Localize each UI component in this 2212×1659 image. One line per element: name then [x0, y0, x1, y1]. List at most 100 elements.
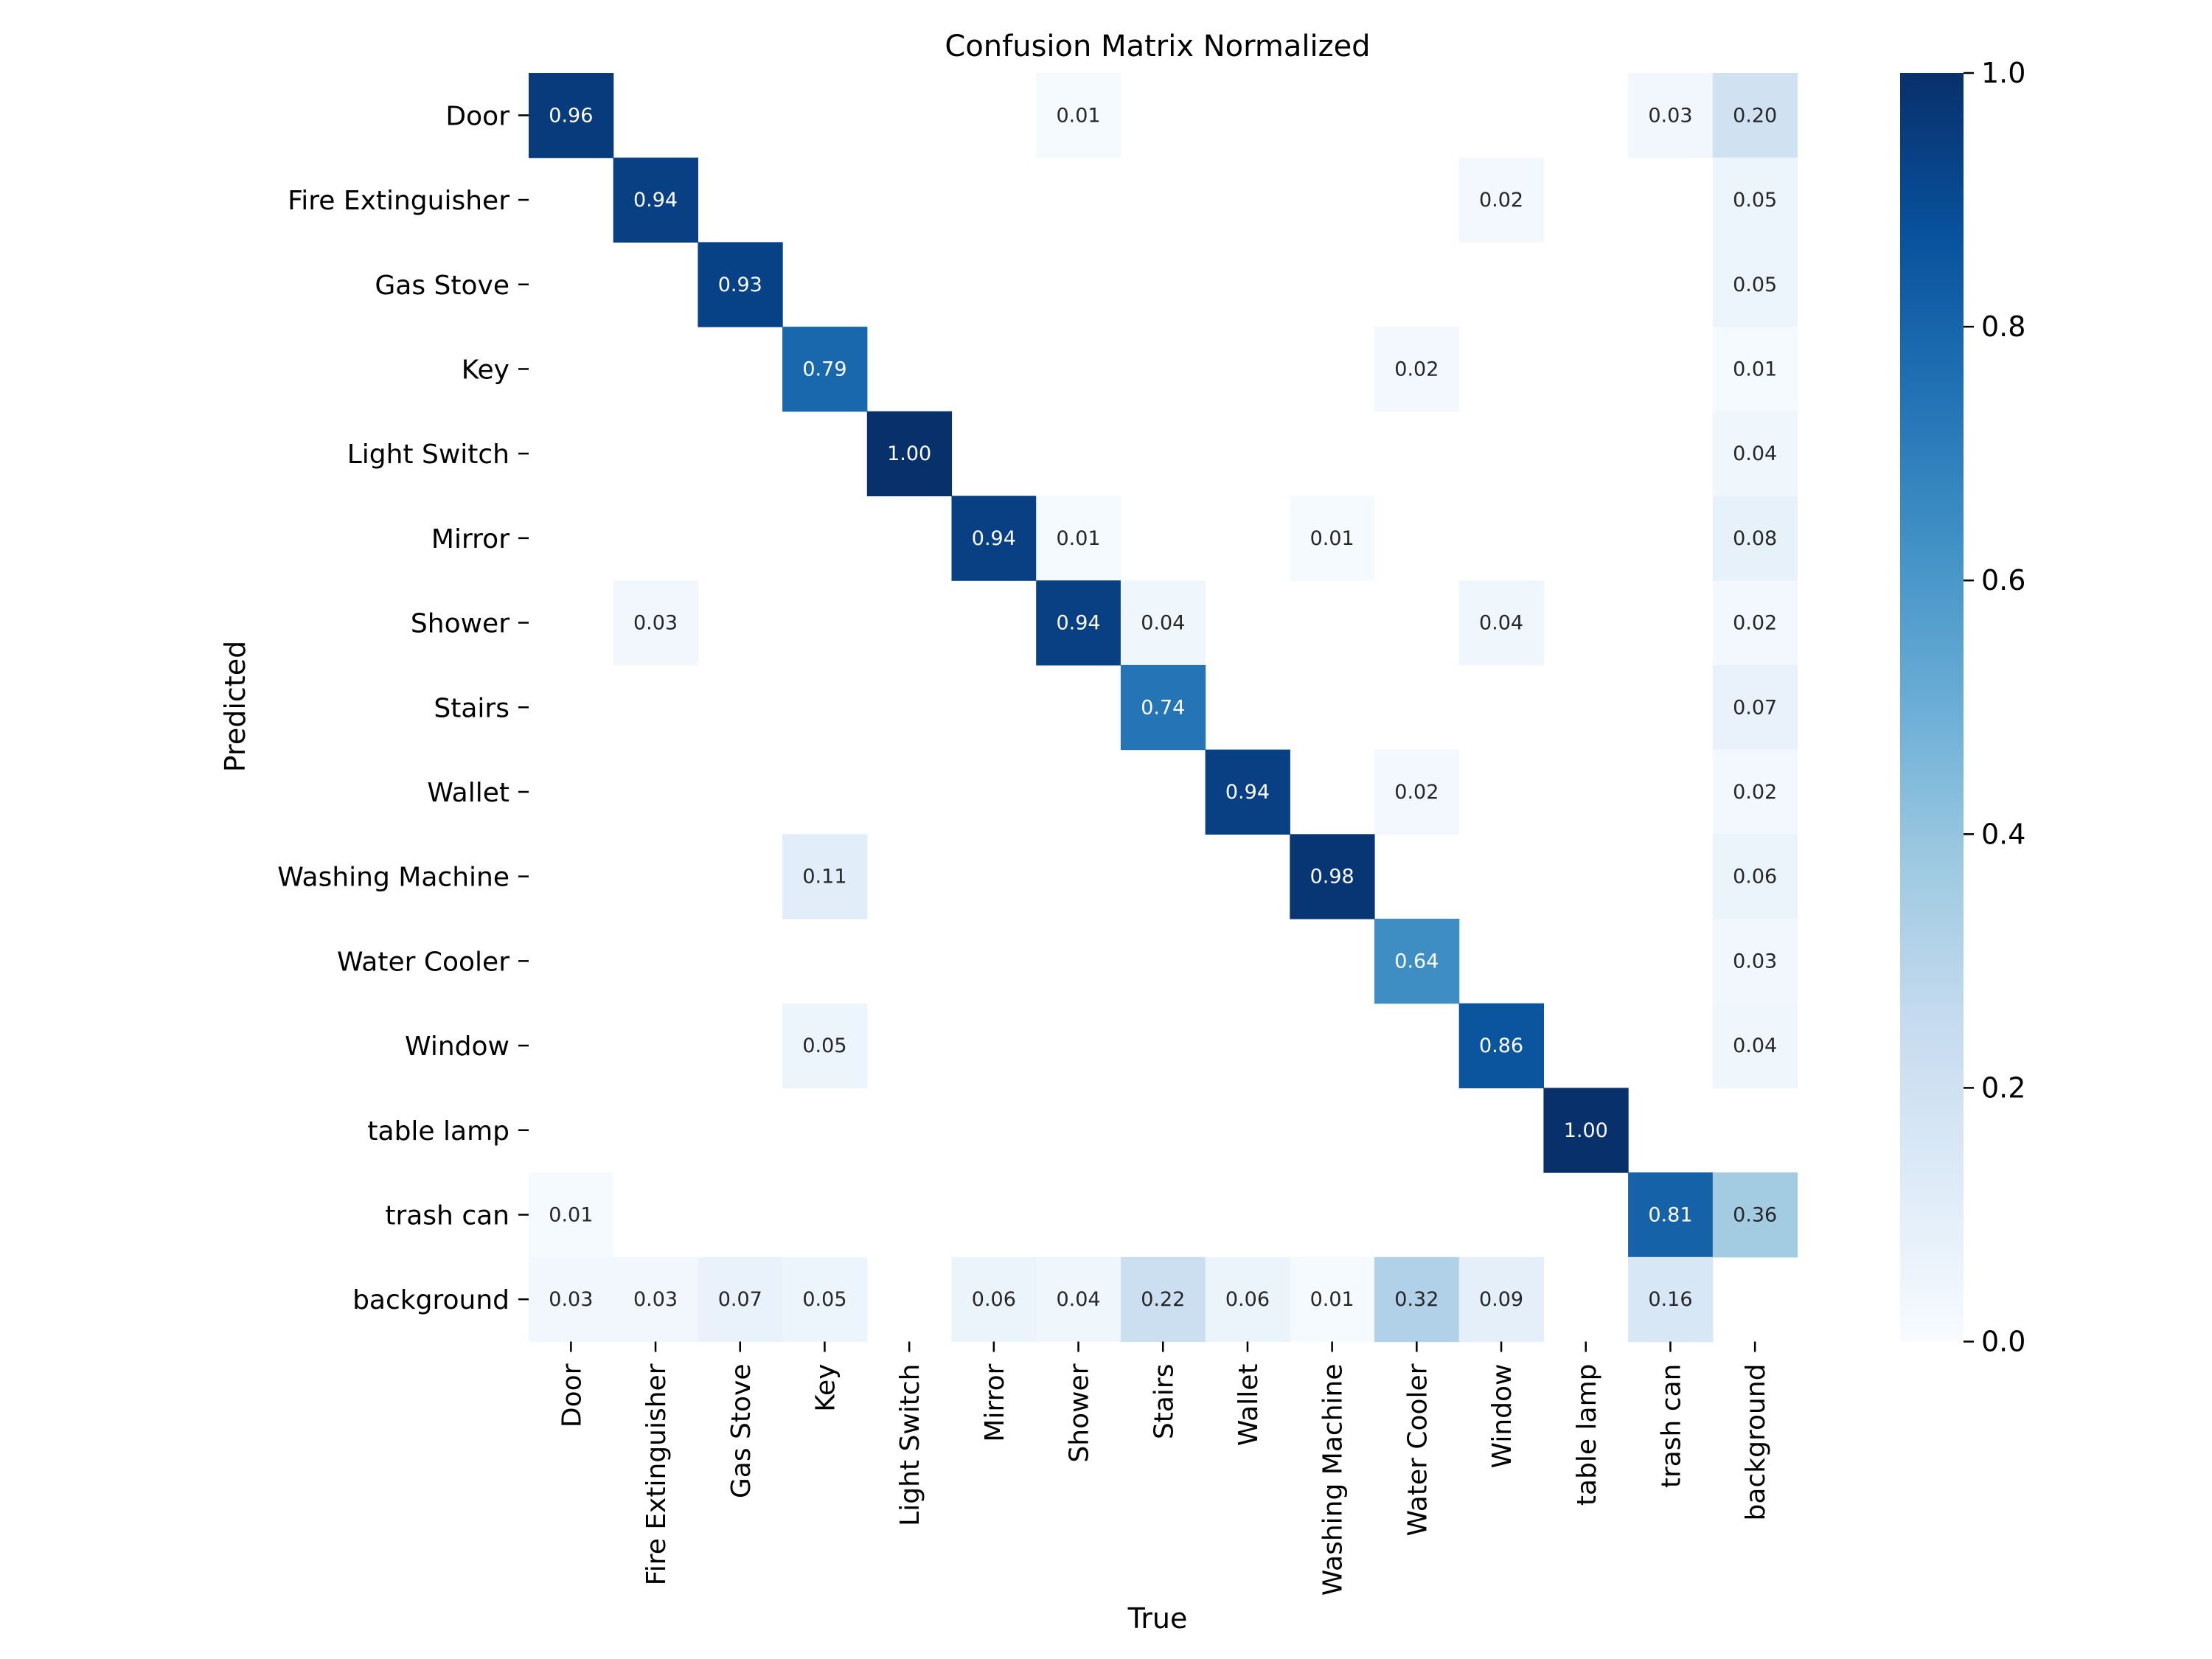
y-tick-label: Water Cooler	[337, 947, 509, 977]
cell-value-label: 0.04	[1141, 612, 1185, 635]
heatmap-cell	[1205, 749, 1290, 835]
heatmap-cell	[1712, 242, 1798, 327]
heatmap-cell	[698, 242, 783, 327]
cell-value-label: 0.01	[1310, 1288, 1354, 1311]
cell-value-label: 0.08	[1733, 527, 1777, 550]
cell-value-label: 0.05	[1733, 189, 1777, 212]
heatmap-cells: 0.96 0.01 0.03 0.20 0.94 0.02 0.05 0.93 0.05 0.79…	[529, 73, 1798, 1343]
cell-value-label: 0.02	[1394, 781, 1439, 804]
y-tick-label: Door	[445, 101, 509, 131]
cell-value-label: 0.74	[1141, 696, 1185, 719]
colorbar-gradient	[1900, 73, 1964, 1342]
cell-value-label: 0.96	[549, 104, 593, 127]
cell-value-label: 0.86	[1479, 1034, 1523, 1057]
heatmap-cell	[951, 1256, 1037, 1343]
heatmap-cell	[1712, 919, 1798, 1004]
heatmap-cell	[1036, 1256, 1121, 1343]
cell-value-label: 0.02	[1479, 189, 1523, 212]
cell-value-label: 0.04	[1733, 442, 1777, 465]
x-tick-label: Water Cooler	[1402, 1363, 1433, 1536]
cell-value-label: 0.03	[633, 612, 678, 635]
heatmap-cell	[866, 411, 953, 497]
y-tick-label: Washing Machine	[277, 863, 509, 893]
cell-value-label: 0.20	[1733, 104, 1777, 127]
x-tick-label: table lamp	[1572, 1364, 1602, 1506]
heatmap-cell	[1458, 580, 1544, 666]
heatmap-cell	[698, 1256, 783, 1343]
heatmap-cell	[1712, 1003, 1798, 1088]
x-tick-label: Door	[557, 1363, 587, 1427]
heatmap-cell	[1628, 1172, 1714, 1258]
y-tick-label: Gas Stove	[375, 271, 509, 301]
cell-value-label: 0.02	[1733, 612, 1777, 635]
heatmap-cell	[1374, 1256, 1460, 1343]
heatmap-cell	[529, 1172, 614, 1258]
cell-value-label: 0.07	[1733, 696, 1777, 719]
heatmap-cell	[1712, 580, 1798, 666]
cell-value-label: 0.05	[1733, 274, 1777, 296]
colorbar-tick-label: 0.6	[1981, 564, 2025, 597]
cell-value-label: 0.06	[972, 1288, 1016, 1311]
colorbar-tick-label: 1.0	[1981, 57, 2025, 89]
y-tick-label: background	[352, 1285, 509, 1315]
cell-value-label: 0.03	[1648, 104, 1692, 127]
x-tick-label: trash can	[1656, 1364, 1686, 1489]
colorbar-tick-label: 0.4	[1981, 818, 2025, 850]
y-tick-label: Key	[462, 355, 509, 385]
heatmap-cell	[1712, 411, 1798, 497]
cell-value-label: 0.05	[802, 1288, 846, 1311]
y-tick-label: trash can	[385, 1200, 509, 1231]
x-tick-label: Shower	[1065, 1363, 1095, 1462]
y-tick-label: Light Switch	[347, 439, 509, 470]
heatmap-cell	[1712, 749, 1798, 835]
heatmap-cell	[1374, 749, 1460, 835]
colorbar-tick-label: 0.8	[1981, 310, 2025, 343]
heatmap-cell	[1374, 919, 1460, 1004]
cell-value-label: 0.94	[1056, 612, 1100, 635]
cell-value-label: 0.32	[1394, 1288, 1439, 1311]
cell-value-label: 0.09	[1479, 1288, 1523, 1311]
colorbar-tick-label: 0.0	[1981, 1326, 2025, 1358]
y-tick-label: Window	[405, 1032, 509, 1062]
cell-value-label: 0.03	[1733, 950, 1777, 973]
cell-value-label: 0.03	[633, 1288, 678, 1311]
heatmap-cell	[613, 157, 698, 243]
cell-value-label: 0.01	[1056, 104, 1100, 127]
x-tick-label: Wallet	[1234, 1364, 1264, 1447]
heatmap-cell	[1712, 495, 1798, 581]
cell-value-label: 0.02	[1394, 358, 1439, 380]
heatmap-cell	[1036, 73, 1121, 159]
heatmap-cell	[1712, 834, 1798, 919]
cell-value-label: 0.01	[1733, 358, 1777, 380]
cell-value-label: 0.01	[1310, 527, 1354, 550]
y-axis-ticks: Door Fire Extinguisher Gas Stove Key Light S…	[277, 101, 529, 1315]
x-tick-label: background	[1741, 1364, 1771, 1521]
heatmap-cell	[1120, 580, 1206, 666]
cell-value-label: 0.04	[1056, 1288, 1100, 1311]
heatmap-cell	[1712, 73, 1798, 159]
cell-value-label: 0.94	[972, 527, 1016, 550]
heatmap-cell	[782, 834, 868, 919]
heatmap-cell	[1290, 1256, 1375, 1343]
heatmap-cell	[613, 580, 698, 666]
cell-value-label: 0.03	[549, 1288, 593, 1311]
heatmap-cell	[1628, 73, 1714, 159]
heatmap-cell	[1205, 1256, 1290, 1343]
cell-value-label: 0.36	[1733, 1203, 1777, 1226]
cell-value-label: 0.07	[718, 1288, 762, 1311]
heatmap-cell	[782, 327, 868, 412]
cell-value-label: 0.94	[633, 189, 678, 212]
x-tick-label: Fire Extinguisher	[641, 1363, 672, 1585]
heatmap-cell	[1712, 664, 1798, 751]
x-tick-label: Key	[810, 1364, 841, 1412]
cell-value-label: 0.01	[549, 1203, 593, 1226]
cell-value-label: 0.22	[1141, 1288, 1185, 1311]
heatmap-cell	[1458, 157, 1544, 243]
heatmap-cell	[613, 1256, 698, 1343]
cell-value-label: 0.06	[1733, 866, 1777, 888]
cell-value-label: 0.93	[718, 274, 762, 296]
y-tick-label: table lamp	[367, 1116, 509, 1147]
cell-value-label: 1.00	[887, 442, 931, 465]
colorbar: 0.0 0.2 0.4 0.6 0.8 1.0	[1900, 57, 2025, 1358]
